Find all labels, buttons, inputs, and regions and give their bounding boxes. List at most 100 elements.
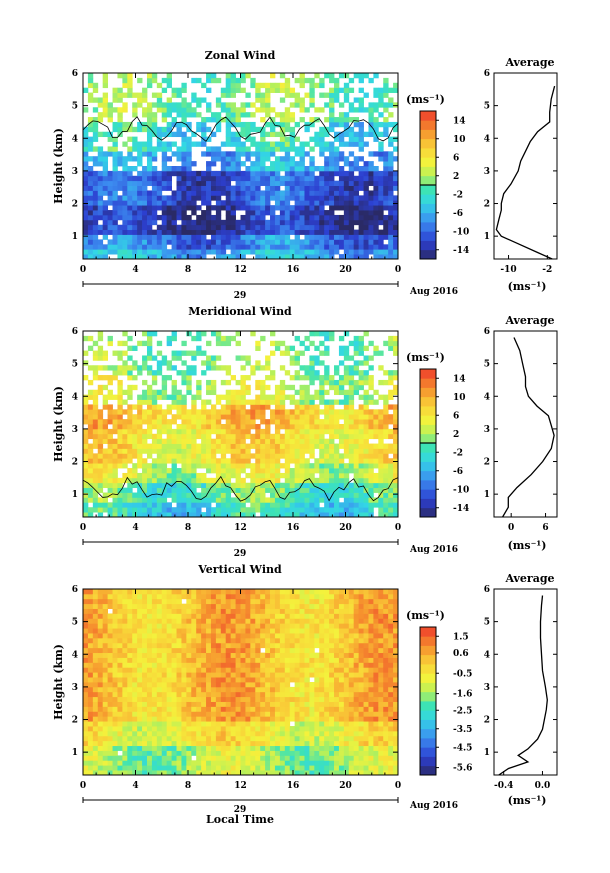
vertical-cell — [156, 765, 163, 771]
meridional-cell — [358, 497, 364, 503]
meridional-cell — [132, 512, 138, 518]
vertical-cell — [210, 765, 217, 771]
vertical-cell — [196, 598, 202, 605]
meridional-cell — [122, 502, 128, 508]
vertical-cell — [117, 637, 123, 644]
meridional-cell — [235, 389, 241, 396]
meridional-cell — [309, 487, 315, 493]
vertical-cell — [210, 647, 217, 654]
zonal-cell — [215, 249, 222, 255]
meridional-cell — [348, 365, 355, 371]
zonal-cell — [265, 195, 271, 201]
zonal-cell — [176, 205, 182, 211]
meridional-cell — [324, 331, 330, 337]
meridional-cell — [146, 350, 153, 356]
vertical-cell — [146, 633, 153, 639]
zonal-cell — [92, 219, 99, 226]
vertical-cell — [102, 721, 109, 727]
zonal-cell — [368, 224, 374, 231]
meridional-cell — [191, 428, 197, 435]
meridional-cell — [353, 428, 360, 435]
vertical-cell — [156, 696, 163, 702]
zonal-cell — [255, 151, 261, 157]
vertical-cell — [156, 657, 163, 663]
meridional-cell — [265, 404, 271, 410]
vertical-cell — [127, 637, 133, 644]
meridional-cell — [299, 365, 305, 371]
zonal-cell — [201, 234, 207, 240]
meridional-cell — [206, 468, 212, 474]
meridional-cell — [191, 433, 197, 440]
meridional-cell — [215, 463, 222, 469]
zonal-cell — [132, 112, 138, 118]
meridional-cell — [87, 414, 94, 420]
vertical-cell — [132, 716, 138, 722]
meridional-cell — [265, 502, 271, 508]
vertical-cell — [201, 691, 207, 698]
zonal-cell — [112, 170, 118, 177]
meridional-cell — [314, 375, 320, 381]
zonal-cell — [393, 249, 399, 255]
meridional-cell — [304, 438, 310, 444]
vertical-cell — [201, 593, 207, 600]
meridional-cell — [137, 492, 143, 498]
meridional-cell — [171, 384, 177, 391]
meridional-wind-month-label: Aug 2016 — [409, 545, 458, 555]
meridional-cell — [388, 477, 394, 484]
meridional-cell — [314, 438, 320, 444]
meridional-cell — [284, 350, 291, 356]
vertical-cell — [142, 637, 148, 644]
zonal-cell — [97, 161, 104, 167]
meridional-cell — [260, 414, 266, 420]
zonal-cell — [176, 180, 182, 186]
zonal-cell — [151, 180, 158, 186]
meridional-cell — [329, 428, 335, 435]
vertical-cell — [206, 647, 212, 654]
zonal-cell — [181, 87, 187, 93]
meridional-cell — [260, 365, 266, 371]
meridional-cell — [299, 502, 305, 508]
vertical-cell — [196, 608, 202, 614]
meridional-cell — [314, 409, 320, 415]
vertical-cell — [112, 628, 118, 634]
vertical-cell — [142, 770, 148, 776]
zonal-cell — [97, 170, 104, 177]
zonal-cell — [270, 249, 276, 255]
zonal-cell — [156, 239, 163, 245]
meridional-cell — [137, 414, 143, 420]
zonal-cell — [127, 185, 133, 191]
meridional-cell — [191, 502, 197, 508]
zonal-cell — [181, 102, 187, 108]
zonal-cell — [225, 214, 232, 221]
zonal-cell — [186, 180, 192, 186]
zonal-cell — [107, 136, 113, 142]
zonal-cell — [132, 180, 138, 186]
meridional-cell — [245, 375, 251, 381]
meridional-cell — [299, 433, 305, 440]
zonal-cell — [107, 170, 113, 177]
zonal-cell — [274, 170, 281, 177]
meridional-cell — [343, 497, 350, 503]
meridional-cell — [265, 375, 271, 381]
zonal-cell — [151, 185, 158, 191]
zonal-cell — [122, 175, 128, 182]
zonal-cell — [196, 254, 202, 260]
meridional-cell — [378, 453, 384, 459]
meridional-cell — [334, 507, 340, 513]
zonal-cell — [250, 102, 256, 108]
meridional-cell — [127, 507, 133, 513]
meridional-cell — [151, 414, 158, 420]
meridional-cell — [324, 370, 330, 376]
vertical-cell — [92, 603, 99, 609]
meridional-cell — [151, 448, 158, 454]
zonal-cell — [353, 205, 360, 211]
meridional-cell — [230, 482, 236, 489]
zonal-cell — [319, 107, 325, 113]
zonal-cell — [343, 234, 350, 240]
vertical-cell — [146, 618, 153, 624]
meridional-cell — [87, 487, 94, 493]
meridional-cell — [142, 492, 148, 498]
zonal-cell — [324, 210, 330, 216]
meridional-cell — [161, 453, 168, 459]
vertical-cell — [181, 760, 187, 766]
